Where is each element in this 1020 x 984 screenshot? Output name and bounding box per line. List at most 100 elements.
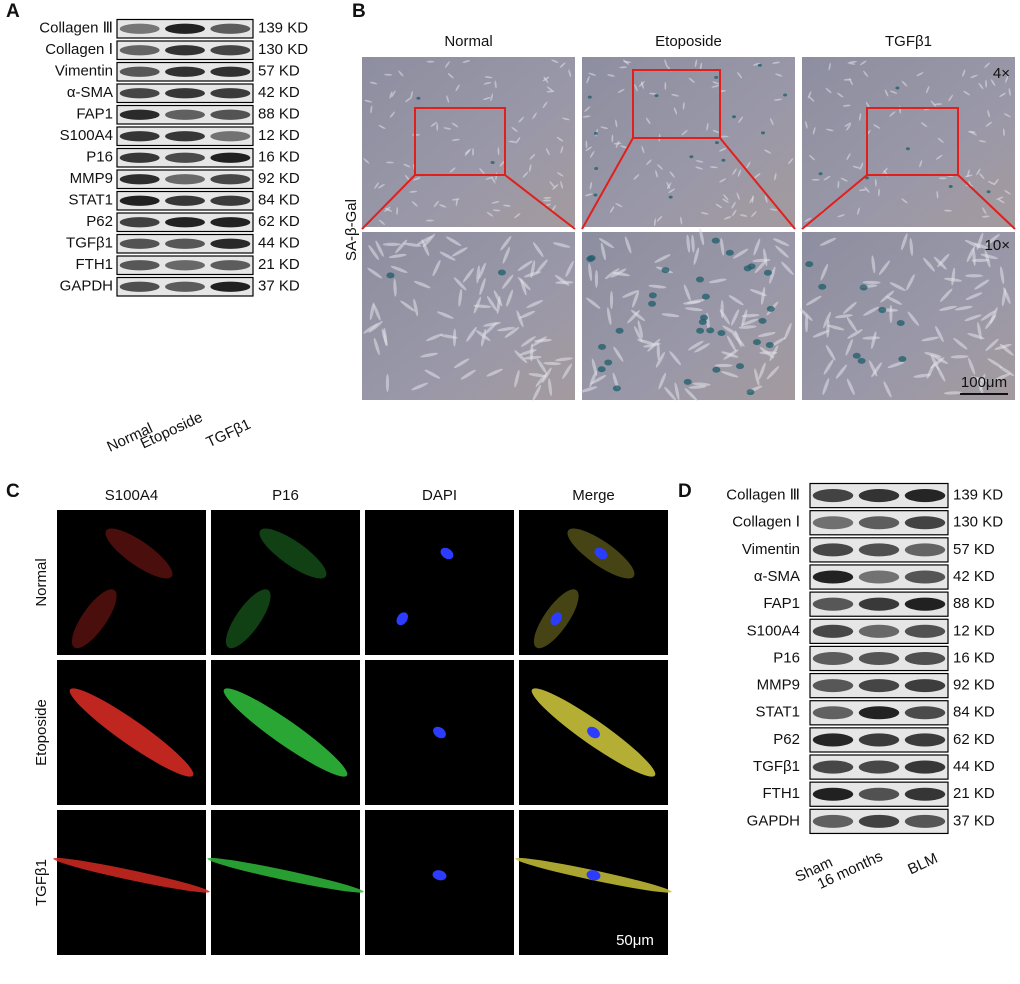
- blot-band: [119, 281, 160, 292]
- blot-band: [119, 195, 160, 206]
- blot-band: [904, 814, 946, 828]
- column-title: Etoposide: [655, 33, 722, 50]
- cell: [846, 378, 855, 396]
- column-title: Merge: [572, 487, 615, 504]
- cell: [741, 318, 759, 326]
- cell: [453, 358, 470, 369]
- cell: [668, 188, 676, 194]
- size-label: 44 KD: [953, 758, 995, 775]
- micrograph: [582, 57, 795, 227]
- cell: [948, 94, 953, 102]
- cell-body: [69, 688, 194, 777]
- cell: [552, 184, 559, 190]
- cell: [980, 310, 996, 321]
- cell: [502, 246, 510, 264]
- cell: [985, 314, 997, 330]
- cell: [657, 164, 664, 170]
- cell: [464, 149, 471, 157]
- cell: [409, 190, 418, 193]
- cell: [607, 74, 615, 77]
- cell: [971, 258, 990, 262]
- protein-label: MMP9: [70, 170, 113, 187]
- cell: [377, 183, 385, 189]
- cell: [741, 313, 760, 318]
- stained-cell: [497, 269, 506, 276]
- blot-band: [119, 260, 160, 271]
- cell: [680, 216, 683, 225]
- blot-band: [165, 66, 205, 77]
- cell: [819, 237, 837, 246]
- micrograph: [362, 232, 575, 400]
- zoom-box: [632, 69, 721, 139]
- cell: [999, 343, 1014, 356]
- cell: [769, 266, 776, 284]
- protein-label: STAT1: [69, 192, 113, 209]
- cell: [654, 254, 671, 263]
- protein-label: α-SMA: [67, 84, 113, 101]
- cell: [413, 280, 431, 289]
- protein-label: S100A4: [60, 127, 113, 144]
- cell: [974, 279, 990, 290]
- cell: [723, 349, 739, 360]
- cell: [413, 298, 419, 317]
- stained-cell: [747, 263, 756, 270]
- cell: [388, 253, 407, 259]
- cell: [752, 258, 771, 263]
- size-label: 62 KD: [258, 213, 300, 230]
- cell: [586, 75, 590, 84]
- cell: [615, 140, 620, 149]
- cell: [691, 234, 695, 253]
- cell: [699, 62, 703, 71]
- nucleus: [433, 726, 446, 739]
- protein-label: Collagen Ⅰ: [732, 514, 800, 531]
- cell: [438, 204, 447, 208]
- cell: [393, 278, 397, 297]
- blot-band: [812, 733, 854, 747]
- cell: [416, 235, 433, 246]
- cell: [884, 89, 889, 97]
- cell: [585, 193, 593, 197]
- stained-cell: [783, 93, 788, 97]
- cell: [556, 136, 564, 142]
- cell: [847, 62, 856, 65]
- blot-band: [119, 238, 160, 249]
- magnification: 10×: [985, 237, 1010, 254]
- cell: [426, 60, 435, 63]
- protein-label: Vimentin: [55, 63, 113, 80]
- cell: [741, 309, 748, 327]
- stained-cell: [490, 160, 495, 164]
- cell: [684, 388, 698, 402]
- blot-band: [119, 152, 160, 163]
- row-label: SA-β-Gal: [343, 199, 360, 261]
- cell: [516, 310, 524, 328]
- blot-band: [812, 760, 854, 774]
- cell: [542, 199, 551, 202]
- cell: [664, 82, 667, 91]
- blot-band: [858, 760, 900, 774]
- cell: [939, 288, 953, 302]
- cell: [907, 311, 919, 326]
- blot-band: [904, 597, 946, 611]
- cell: [712, 81, 720, 85]
- blot-band: [904, 733, 946, 747]
- blot-band: [858, 814, 900, 828]
- cell: [871, 255, 876, 274]
- cell: [518, 310, 536, 319]
- blot-band: [858, 706, 900, 720]
- cell: [484, 76, 493, 79]
- blot-band: [812, 651, 854, 665]
- size-label: 88 KD: [953, 595, 995, 612]
- blot-band: [858, 624, 900, 638]
- cell: [732, 168, 737, 176]
- stained-cell: [986, 190, 991, 194]
- cell: [591, 358, 598, 376]
- cell: [492, 209, 501, 212]
- cell: [688, 340, 704, 351]
- blot-band: [858, 597, 900, 611]
- cell: [369, 81, 378, 85]
- cell: [447, 73, 454, 79]
- cell: [620, 145, 628, 149]
- cell: [674, 382, 680, 401]
- column-title: P16: [272, 487, 299, 504]
